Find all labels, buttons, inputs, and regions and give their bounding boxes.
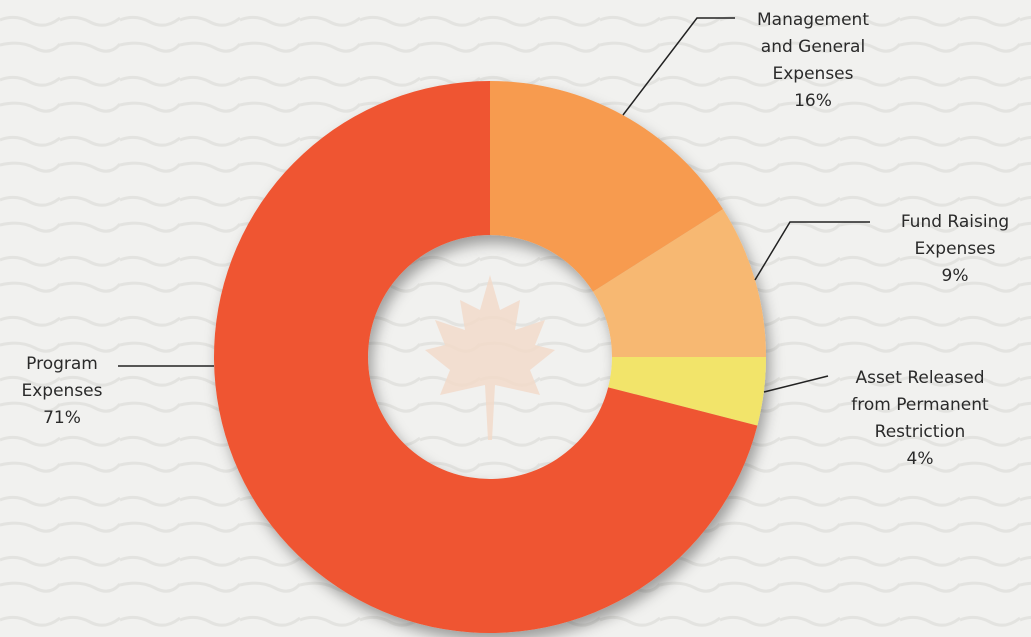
slice-label: Management	[757, 10, 869, 30]
value-label: 4%	[907, 449, 934, 469]
slice-label: Fund Raising	[901, 212, 1009, 232]
slice-label: Expenses	[915, 239, 996, 259]
slice-label: and General	[761, 37, 865, 57]
slice-label: Expenses	[773, 64, 854, 84]
slice-label: Expenses	[22, 381, 103, 401]
slice-label: Asset Released	[855, 368, 984, 388]
value-label: 9%	[942, 266, 969, 286]
slice-label: Restriction	[875, 422, 966, 442]
chart: Management and General Expenses 16% Fund Rai…	[0, 0, 1031, 637]
slice-label: from Permanent	[851, 395, 989, 415]
page: Management and General Expenses 16% Fund Rai…	[0, 0, 1031, 637]
slice-label: Program	[26, 354, 98, 374]
value-label: 16%	[794, 91, 832, 111]
value-label: 71%	[43, 408, 81, 428]
